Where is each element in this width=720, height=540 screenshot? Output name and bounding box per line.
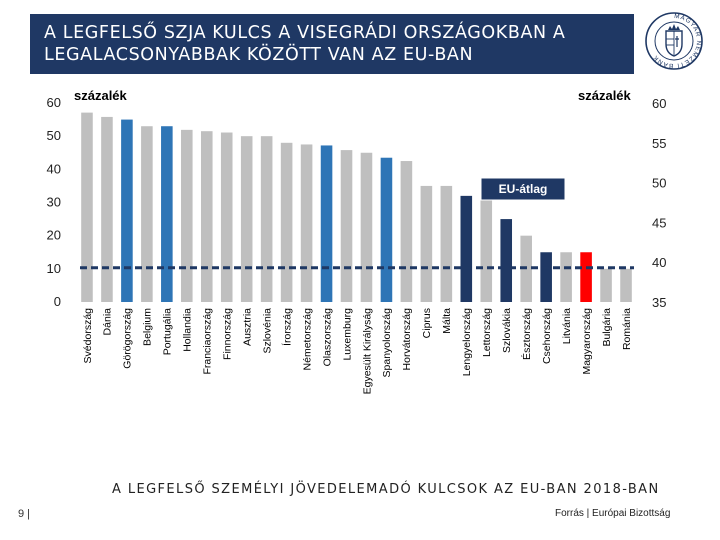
y-right-tick-label: 50 — [652, 176, 666, 191]
bar — [580, 252, 592, 302]
bar — [600, 268, 612, 302]
category-label: Magyarország — [581, 308, 593, 375]
y-tick-label: 10 — [47, 261, 61, 276]
bar — [181, 129, 193, 302]
y-tick-label: 40 — [47, 161, 61, 176]
category-label: Belgium — [142, 308, 154, 346]
bar — [161, 126, 173, 302]
bar — [200, 131, 213, 302]
category-label: Lettország — [481, 308, 493, 357]
bar — [380, 157, 393, 302]
category-label: Olaszország — [321, 308, 333, 367]
category-label: Németország — [301, 308, 313, 371]
y-tick-label: 50 — [47, 128, 61, 143]
category-label: Luxemburg — [341, 308, 353, 361]
bar — [260, 136, 273, 302]
y-axis-unit-right: százalék — [578, 88, 631, 103]
category-label: Románia — [621, 308, 633, 350]
category-label: Hollandia — [182, 308, 194, 352]
bar — [280, 142, 293, 302]
y-tick-label: 60 — [47, 95, 61, 110]
category-label: Írország — [280, 308, 293, 346]
bar — [420, 185, 433, 302]
bar — [560, 252, 572, 302]
legend-label: EU-átlag — [499, 182, 548, 196]
bar — [300, 144, 313, 302]
bar — [440, 185, 453, 302]
bar — [320, 145, 333, 302]
page-number: 9 | — [18, 508, 31, 520]
category-label: Ciprus — [421, 308, 433, 338]
category-label: Szlovénia — [262, 308, 274, 354]
bar — [360, 152, 373, 302]
bar — [460, 195, 473, 302]
y-right-tick-label: 55 — [652, 136, 666, 151]
category-label: Bulgária — [601, 308, 613, 347]
category-label: Litvánia — [561, 308, 573, 344]
bar — [240, 136, 253, 302]
category-label: Spanyolország — [381, 308, 393, 378]
category-label: Horvátország — [401, 308, 413, 371]
source-note: Forrás | Európai Bizottság — [555, 508, 671, 519]
bank-logo-icon: MAGYAR NEMZETI BANK — [645, 12, 703, 70]
category-label: Ausztria — [242, 308, 254, 346]
bar — [81, 112, 93, 303]
y-tick-label: 30 — [47, 195, 61, 210]
category-label: Franciaország — [202, 308, 214, 375]
chart-subtitle: A LEGFELSŐ SZEMÉLYI JÖVEDELEMADÓ KULCSOK… — [112, 482, 660, 497]
bar — [340, 150, 353, 302]
bar — [540, 252, 552, 302]
y-axis-unit-left: százalék — [74, 88, 127, 103]
category-label: Észtország — [520, 308, 533, 360]
bar — [121, 119, 133, 302]
title-line-1: A LEGFELSŐ SZJA KULCS A VISEGRÁDI ORSZÁG… — [44, 23, 566, 43]
y-right-tick-label: 35 — [652, 295, 666, 310]
category-label: Finnország — [222, 308, 234, 360]
bar — [480, 197, 493, 302]
title-bar: A LEGFELSŐ SZJA KULCS A VISEGRÁDI ORSZÁG… — [30, 14, 634, 74]
y-right-tick-label: 45 — [652, 215, 666, 230]
bar — [620, 268, 632, 302]
category-label: Dánia — [102, 308, 114, 336]
y-right-tick-label: 60 — [652, 96, 666, 111]
bar — [220, 132, 233, 302]
category-label: Málta — [441, 308, 453, 334]
category-label: Lengyelország — [461, 308, 473, 376]
bar — [141, 126, 153, 302]
y-tick-label: 20 — [47, 228, 61, 243]
bar — [500, 219, 513, 302]
category-label: Görögország — [122, 308, 134, 369]
bar — [101, 116, 113, 303]
category-label: Egyesült Királyság — [361, 308, 373, 395]
title-line-2: LEGALACSONYABBAK KÖZÖTT VAN AZ EU-BAN — [44, 45, 474, 65]
legend-box — [480, 177, 566, 201]
category-label: Svédország — [82, 308, 94, 364]
category-label: Portugália — [162, 308, 174, 355]
bar — [400, 161, 413, 302]
category-label: Szlovákia — [501, 308, 513, 353]
category-label: Csehország — [541, 308, 553, 364]
y-tick-label: 0 — [54, 294, 61, 309]
y-right-tick-label: 40 — [652, 255, 666, 270]
